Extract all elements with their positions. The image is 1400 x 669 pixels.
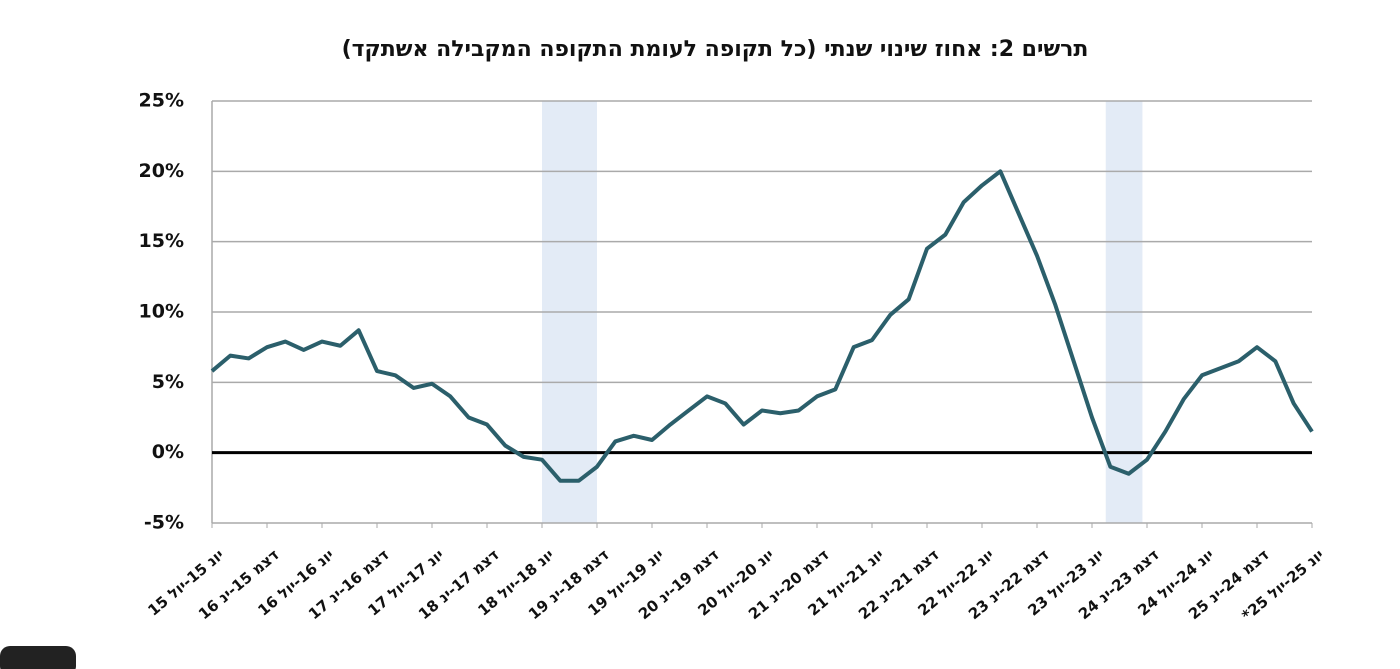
y-tick-label: 10% — [139, 301, 184, 323]
chart-title: תרשים 2: אחוז שינוי שנתי (כל תקופה לעומת… — [342, 37, 1089, 62]
y-tick-label: 25% — [139, 90, 184, 112]
y-tick-label: 0% — [152, 441, 184, 463]
y-tick-label: 5% — [152, 371, 184, 393]
y-tick-label: -5% — [144, 512, 184, 534]
series-line — [210, 169, 1314, 483]
y-tick-label: 15% — [139, 230, 184, 252]
y-tick-label: 20% — [139, 160, 184, 182]
overlay-widget — [0, 646, 76, 669]
